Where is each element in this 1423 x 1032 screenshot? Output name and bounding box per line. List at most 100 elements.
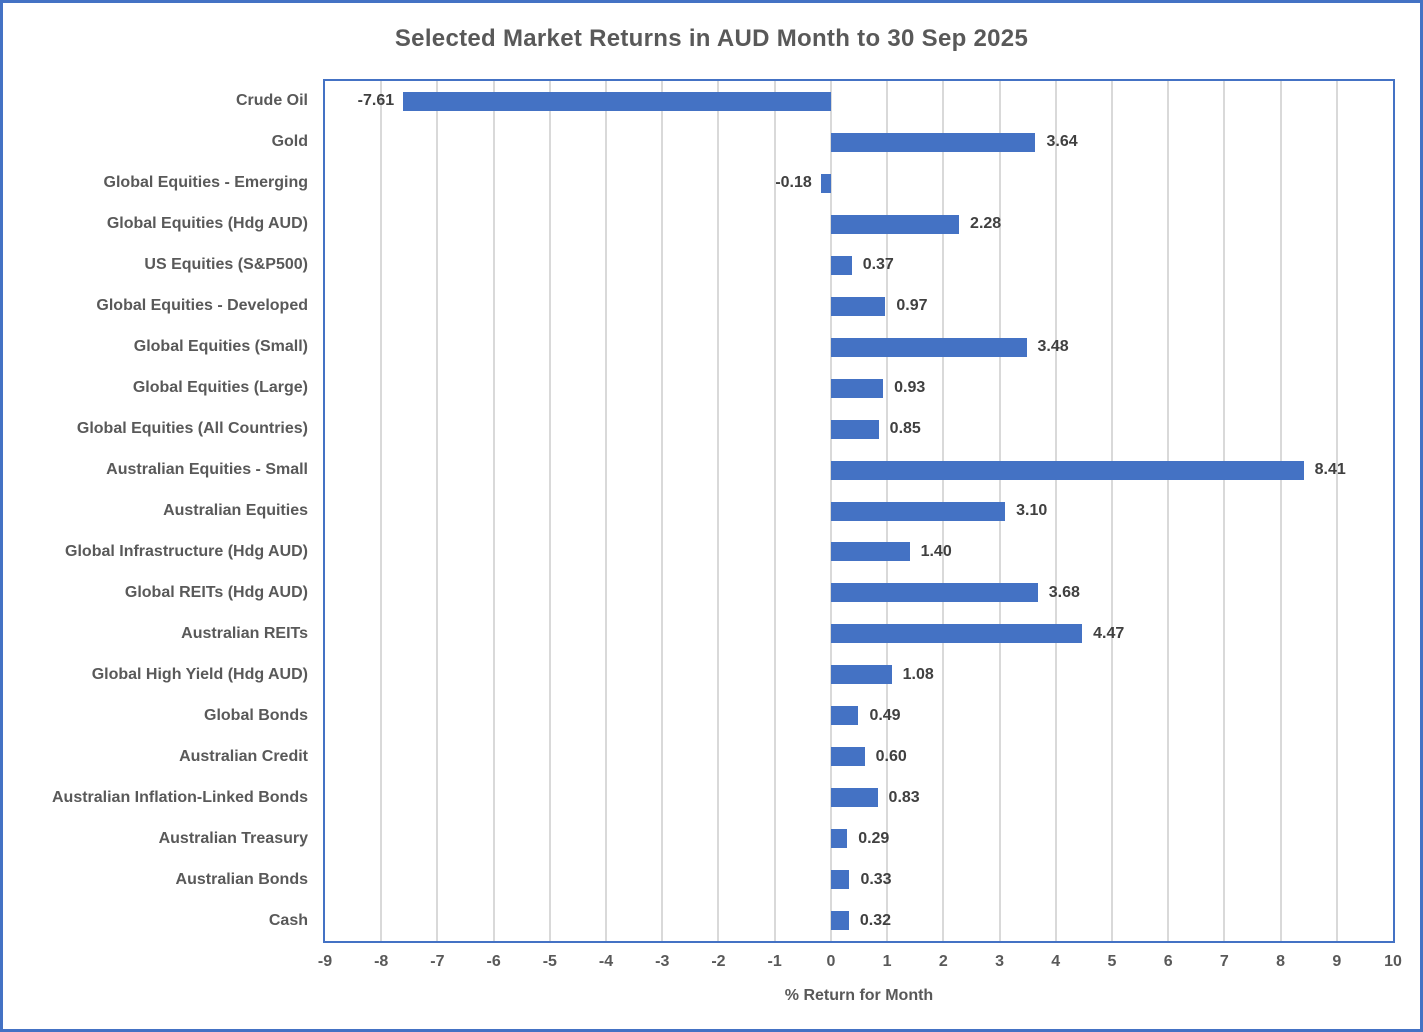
value-label: 0.33 (860, 870, 892, 888)
category-label: Global Equities (Small) (133, 338, 308, 356)
category-label: Australian Treasury (158, 829, 308, 847)
x-tick-label: 8 (1276, 953, 1286, 970)
plot-area: -7.61 3.64 -0.18 2.28 0.37 0.97 3.48 0.93 0.85 8.… (325, 81, 1393, 941)
bar (830, 460, 1304, 480)
x-tick-label: -8 (374, 953, 389, 970)
x-tick-label: -5 (542, 953, 557, 970)
bar (830, 378, 884, 398)
bar (830, 255, 852, 275)
value-label: 3.10 (1016, 501, 1048, 519)
gridline (1223, 81, 1226, 941)
bar (830, 624, 1083, 644)
value-label: 0.60 (875, 747, 907, 765)
bar (830, 747, 865, 767)
value-label: 8.41 (1314, 461, 1346, 479)
value-label: 0.93 (894, 379, 926, 397)
category-label: Global Equities (All Countries) (76, 420, 308, 438)
category-label: Australian Bonds (175, 870, 308, 888)
value-label: 3.68 (1048, 583, 1080, 601)
gridline (1335, 81, 1338, 941)
category-label: Global High Yield (Hdg AUD) (91, 665, 308, 683)
value-label: 3.48 (1037, 338, 1069, 356)
value-label: 0.29 (858, 829, 890, 847)
gridline (492, 81, 495, 941)
chart-title: Selected Market Returns in AUD Month to … (394, 25, 1029, 52)
category-label: Global Equities - Emerging (103, 174, 308, 192)
bar (830, 542, 910, 562)
x-tick-label: 9 (1332, 953, 1342, 970)
category-label: Global Equities - Developed (96, 297, 308, 315)
x-axis-title: % Return for Month (784, 987, 934, 1004)
bar (830, 419, 879, 439)
category-label: Global Infrastructure (Hdg AUD) (65, 542, 308, 560)
value-label: 1.08 (902, 665, 934, 683)
value-label: 2.28 (970, 215, 1002, 233)
value-label: -0.18 (775, 174, 812, 192)
category-label: US Equities (S&P500) (144, 256, 308, 274)
bar (830, 829, 848, 849)
bar (830, 911, 849, 931)
gridline (1167, 81, 1170, 941)
category-label: Australian Credit (179, 747, 308, 765)
bar (830, 583, 1038, 603)
gridline (1279, 81, 1282, 941)
bar (830, 665, 892, 685)
x-tick-label: -4 (598, 953, 614, 970)
x-tick-label: -3 (655, 953, 670, 970)
category-label: Crude Oil (235, 92, 308, 110)
category-label: Global Bonds (204, 706, 308, 724)
category-label: Australian Equities - Small (106, 461, 308, 479)
gridline (548, 81, 551, 941)
bar (820, 173, 831, 193)
value-label: 0.32 (859, 911, 892, 929)
category-label: Global Equities (Large) (132, 379, 308, 397)
category-label: Global REITs (Hdg AUD) (124, 583, 308, 601)
x-tick-label: 0 (826, 953, 836, 970)
gridline (380, 81, 383, 941)
category-label: Australian Inflation-Linked Bonds (51, 788, 308, 806)
x-tick-label: 6 (1163, 953, 1173, 970)
bar (830, 501, 1006, 521)
x-tick-label: 1 (882, 953, 892, 970)
bar (830, 870, 850, 890)
gridline (661, 81, 664, 941)
bar (830, 296, 886, 316)
x-tick-label: 7 (1219, 953, 1229, 970)
value-label: 0.97 (896, 297, 928, 315)
x-tick-label: -6 (486, 953, 501, 970)
value-label: 0.85 (889, 420, 921, 438)
category-label: Australian Equities (163, 501, 308, 519)
x-tick-label: 3 (995, 953, 1004, 970)
value-label: 0.49 (869, 706, 901, 724)
x-tick-label: 2 (938, 953, 948, 970)
bar (830, 132, 1036, 152)
gridline (717, 81, 720, 941)
category-label: Global Equities (Hdg AUD) (106, 215, 308, 233)
x-tick-label: 5 (1107, 953, 1117, 970)
x-tick-label: 4 (1051, 953, 1061, 970)
value-label: 3.64 (1046, 133, 1078, 151)
category-label: Cash (268, 911, 308, 929)
bar (830, 706, 859, 726)
category-label: Gold (271, 133, 308, 151)
x-tick-label: -2 (711, 953, 726, 970)
category-label: Australian REITs (181, 624, 308, 642)
value-label: 0.83 (888, 788, 920, 806)
gridline (1110, 81, 1113, 941)
value-label: 0.37 (862, 256, 894, 274)
bar (830, 337, 1027, 357)
value-label: 1.40 (920, 542, 952, 560)
x-tick-label: 10 (1384, 953, 1402, 970)
value-label: 4.47 (1093, 624, 1125, 642)
x-tick-label: -1 (767, 953, 782, 970)
bar (403, 91, 831, 111)
x-tick-label: -9 (317, 953, 333, 970)
gridline (1054, 81, 1057, 941)
value-label: -7.61 (357, 92, 395, 110)
gridline (605, 81, 608, 941)
x-tick-label: -7 (430, 953, 445, 970)
bar (830, 788, 878, 808)
gridline (773, 81, 776, 941)
bar (830, 214, 960, 234)
